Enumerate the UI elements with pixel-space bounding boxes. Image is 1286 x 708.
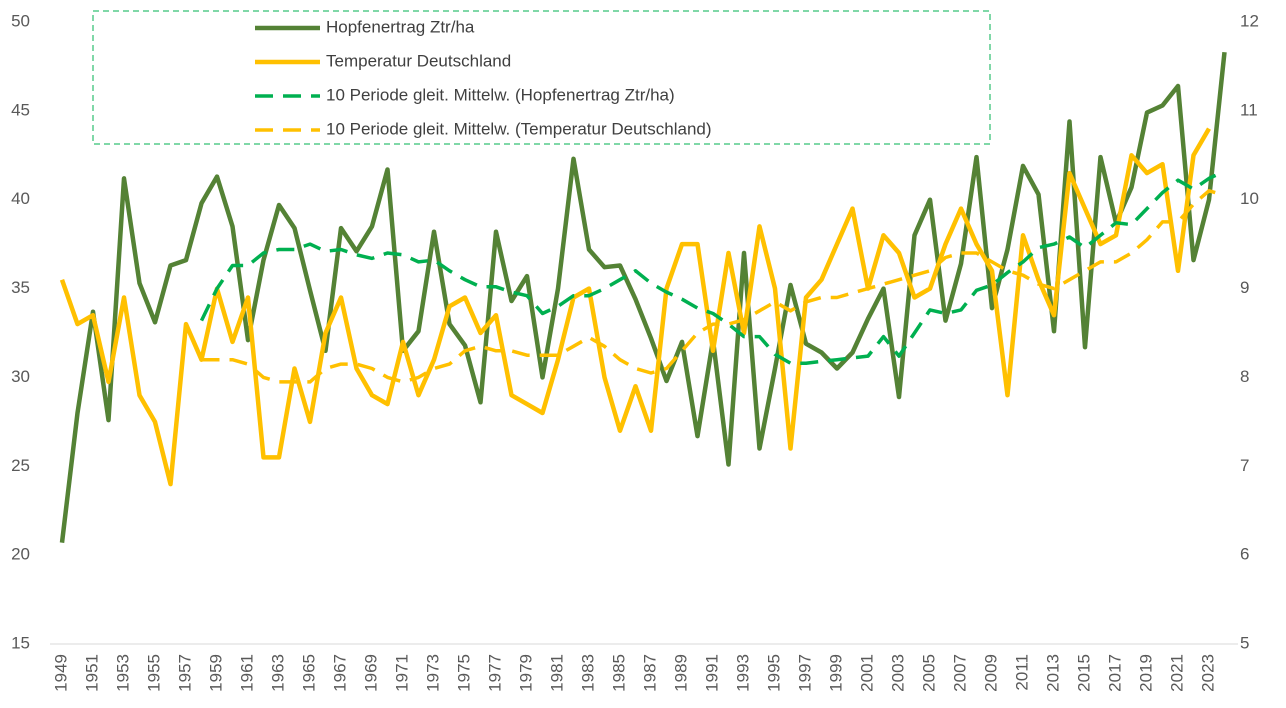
x-tick-label: 1963 xyxy=(268,654,287,692)
y-tick-label: 25 xyxy=(11,456,30,475)
legend-box xyxy=(92,10,991,145)
y-tick-label: 40 xyxy=(11,189,30,208)
x-tick-label: 2021 xyxy=(1167,654,1186,692)
x-tick-label: 1997 xyxy=(795,654,814,692)
x-tick-label: 1987 xyxy=(640,654,659,692)
x-tick-label: 1961 xyxy=(237,654,256,692)
y-tick-label: 30 xyxy=(11,367,30,386)
y2-tick-label: 6 xyxy=(1240,545,1249,564)
x-tick-label: 1991 xyxy=(702,654,721,692)
x-tick-label: 1973 xyxy=(423,654,442,692)
x-tick-label: 2015 xyxy=(1074,654,1093,692)
x-tick-label: 1955 xyxy=(144,654,163,692)
series-line xyxy=(201,189,1225,384)
y2-tick-label: 11 xyxy=(1240,100,1258,119)
x-tick-label: 2007 xyxy=(950,654,969,692)
series-line xyxy=(59,127,1211,487)
y-tick-label: 35 xyxy=(11,278,30,297)
x-tick-label: 1977 xyxy=(485,654,504,692)
legend-label: 10 Periode gleit. Mittelw. (Hopfenertrag… xyxy=(326,85,675,104)
x-tick-label: 1953 xyxy=(113,654,132,692)
legend-label: 10 Periode gleit. Mittelw. (Temperatur D… xyxy=(326,119,712,138)
x-tick-label: 1979 xyxy=(516,654,535,692)
x-tick-label: 1985 xyxy=(609,654,628,692)
x-tick-label: 1995 xyxy=(764,654,783,692)
x-tick-label: 2013 xyxy=(1043,654,1062,692)
y-tick-label: 45 xyxy=(11,100,30,119)
x-tick-label: 2023 xyxy=(1198,654,1217,692)
x-tick-label: 2001 xyxy=(857,654,876,692)
series-line xyxy=(59,51,1227,543)
x-tick-label: 1965 xyxy=(299,654,318,692)
legend-label: Temperatur Deutschland xyxy=(326,51,511,70)
x-tick-label: 1967 xyxy=(330,654,349,692)
x-tick-label: 1959 xyxy=(206,654,225,692)
legend-label: Hopfenertrag Ztr/ha xyxy=(326,17,475,36)
x-tick-label: 1993 xyxy=(733,654,752,692)
y2-tick-label: 9 xyxy=(1240,278,1249,297)
y-tick-label: 20 xyxy=(11,545,30,564)
x-tick-label: 1999 xyxy=(826,654,845,692)
series-line xyxy=(199,169,1226,365)
x-tick-label: 1983 xyxy=(578,654,597,692)
x-tick-label: 2009 xyxy=(981,654,1000,692)
y2-tick-label: 10 xyxy=(1240,189,1259,208)
x-tick-label: 2017 xyxy=(1105,654,1124,692)
y2-tick-label: 5 xyxy=(1240,633,1249,652)
x-tick-label: 1957 xyxy=(175,654,194,692)
y-tick-label: 15 xyxy=(11,633,30,652)
x-tick-label: 2005 xyxy=(919,654,938,692)
x-tick-label: 1975 xyxy=(454,654,473,692)
x-tick-label: 1989 xyxy=(671,654,690,692)
y-tick-label: 50 xyxy=(11,11,30,30)
x-tick-label: 1969 xyxy=(361,654,380,692)
x-tick-label: 1971 xyxy=(392,654,411,692)
x-tick-label: 1949 xyxy=(51,654,70,692)
x-tick-label: 1981 xyxy=(547,654,566,692)
y2-tick-label: 12 xyxy=(1240,11,1259,30)
x-tick-label: 2003 xyxy=(888,654,907,692)
x-tick-label: 2019 xyxy=(1136,654,1155,692)
x-tick-label: 2011 xyxy=(1012,654,1031,691)
x-tick-label: 1951 xyxy=(82,654,101,692)
y2-tick-label: 7 xyxy=(1240,456,1249,475)
y2-tick-label: 8 xyxy=(1240,367,1249,386)
